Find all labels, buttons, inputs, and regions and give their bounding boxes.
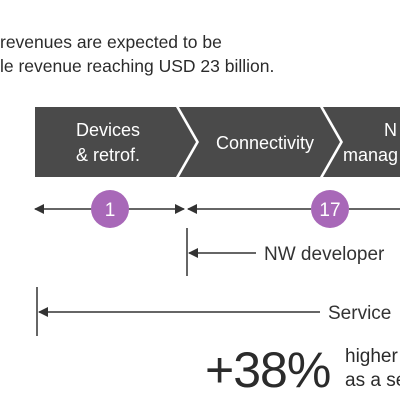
bubble-connectivity-value: 17 <box>319 200 340 221</box>
range-service-label: Service <box>328 303 391 324</box>
intro-line-2: le revenue reaching USD 23 billion. <box>0 56 275 76</box>
range-nw-developer-label: NW developer <box>264 244 385 265</box>
segment-devices-line-1: Devices <box>76 120 140 140</box>
intro-line-1: revenues are expected to be <box>0 32 222 52</box>
intro-text: revenues are expected to be le revenue r… <box>0 30 274 78</box>
segment-devices <box>35 107 196 177</box>
range-nw-developer: NW developer <box>186 228 385 276</box>
range-service: Service <box>36 287 391 336</box>
stat-value: +38% <box>205 342 331 398</box>
stat-caption-line-2: as a se <box>345 370 400 391</box>
segment-network-line-1: N <box>384 120 397 140</box>
range-devices: 1 <box>34 190 185 228</box>
segment-connectivity-label: Connectivity <box>216 133 314 153</box>
bubble-connectivity <box>311 190 349 228</box>
range-connectivity: 17 <box>187 190 400 228</box>
segment-devices-line-2: & retrof. <box>76 145 140 165</box>
stat-caption-line-1: higher <box>345 346 398 367</box>
segment-network-line-2: manag <box>343 145 398 165</box>
stat-caption: higher as a se <box>345 345 400 393</box>
bubble-devices <box>91 190 129 228</box>
segment-connectivity <box>179 107 340 177</box>
segment-network-management <box>323 107 400 177</box>
bubble-devices-value: 1 <box>105 200 116 221</box>
